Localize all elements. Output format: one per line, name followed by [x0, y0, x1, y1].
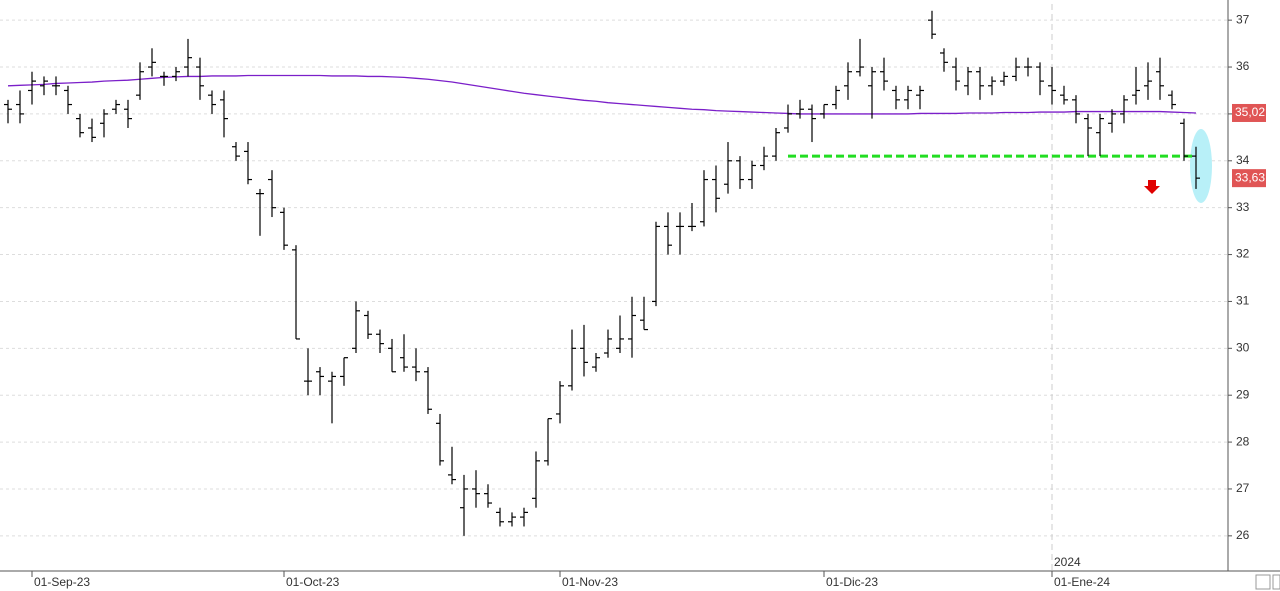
y-tick-label: 36	[1236, 59, 1250, 73]
x-tick-label: 01-Oct-23	[286, 575, 340, 589]
scroll-icon[interactable]	[1272, 574, 1280, 590]
price-tag	[1232, 103, 1266, 122]
y-tick-label: 37	[1236, 12, 1250, 26]
y-tick-label: 32	[1236, 247, 1250, 261]
y-tick-label: 26	[1236, 528, 1250, 542]
y-tick-label: 27	[1236, 481, 1250, 495]
x-tick-label: 01-Nov-23	[562, 575, 618, 589]
highlight-ellipse	[1190, 129, 1212, 203]
y-tick-label: 29	[1236, 387, 1250, 401]
y-tick-label: 33	[1236, 200, 1250, 214]
price-tag-label: 35,02	[1235, 105, 1265, 119]
y-tick-label: 30	[1236, 340, 1250, 354]
price-tag	[1232, 169, 1266, 188]
year-label: 2024	[1054, 555, 1081, 569]
price-tag-label: 33,63	[1235, 170, 1265, 184]
x-tick-label: 01-Ene-24	[1054, 575, 1110, 589]
zoom-icon[interactable]	[1255, 574, 1271, 590]
moving-average-line	[7, 74, 1197, 115]
y-tick-label: 31	[1236, 294, 1250, 308]
y-tick-label: 28	[1236, 434, 1250, 448]
y-tick-label: 34	[1236, 153, 1250, 167]
x-tick-label: 01-Dic-23	[826, 575, 878, 589]
x-tick-label: 01-Sep-23	[34, 575, 90, 589]
down-arrow	[1144, 180, 1160, 194]
